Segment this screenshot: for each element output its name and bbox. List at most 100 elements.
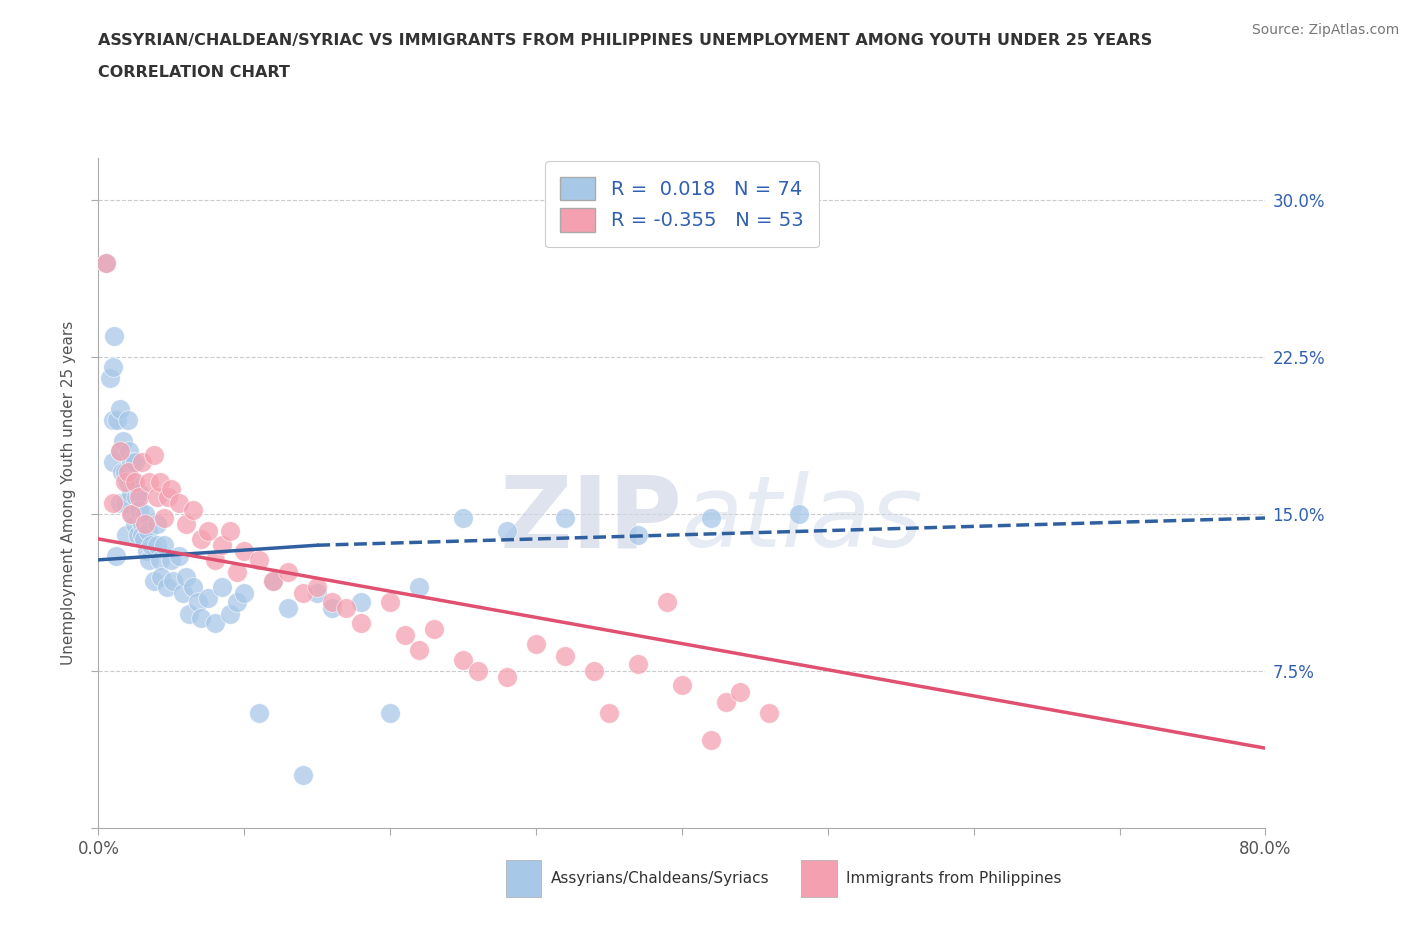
Point	[110, 444, 132, 458]
Point	[321, 594, 343, 609]
Point	[156, 579, 179, 594]
Point	[554, 511, 576, 525]
Point	[378, 705, 402, 720]
Point	[118, 444, 141, 458]
Point	[110, 496, 132, 511]
Point	[262, 573, 284, 589]
Point	[94, 256, 117, 271]
Point	[307, 586, 329, 601]
Point	[114, 475, 136, 490]
Point	[157, 489, 180, 504]
Point	[583, 663, 606, 678]
Point	[94, 256, 117, 271]
Point	[162, 573, 184, 589]
Point	[167, 496, 190, 511]
Point	[115, 527, 138, 542]
Point	[136, 523, 159, 538]
Point	[142, 573, 165, 589]
Point	[190, 611, 212, 626]
Point	[197, 523, 219, 538]
Point	[101, 454, 124, 469]
Point	[451, 653, 474, 668]
Text: Assyrians/Chaldeans/Syriacs: Assyrians/Chaldeans/Syriacs	[551, 871, 769, 886]
Point	[226, 594, 249, 609]
Point	[120, 454, 142, 469]
Point	[671, 678, 693, 693]
Text: ZIP: ZIP	[499, 472, 682, 568]
Point	[204, 616, 226, 631]
Point	[124, 454, 146, 469]
Point	[177, 607, 200, 622]
Point	[657, 594, 679, 609]
Point	[233, 586, 256, 601]
Point	[149, 475, 172, 490]
Point	[120, 485, 142, 500]
Point	[153, 511, 176, 525]
Point	[122, 475, 145, 490]
Point	[291, 768, 314, 783]
Point	[321, 601, 343, 616]
Point	[121, 506, 143, 521]
Point	[598, 705, 620, 720]
Point	[467, 663, 489, 678]
Point	[117, 412, 139, 427]
Legend: R =  0.018   N = 74, R = -0.355   N = 53: R = 0.018 N = 74, R = -0.355 N = 53	[544, 161, 820, 247]
Point	[138, 552, 160, 567]
Point	[181, 579, 204, 594]
Point	[335, 601, 357, 616]
Point	[112, 433, 135, 448]
Point	[128, 489, 150, 504]
Point	[111, 465, 134, 480]
Point	[128, 485, 150, 500]
Text: CORRELATION CHART: CORRELATION CHART	[98, 65, 290, 80]
Point	[554, 649, 576, 664]
Point	[160, 552, 183, 567]
Text: atlas: atlas	[682, 472, 924, 568]
Point	[105, 412, 128, 427]
Point	[139, 538, 162, 552]
Point	[167, 548, 190, 563]
Point	[110, 402, 132, 417]
Point	[150, 569, 173, 584]
Point	[700, 733, 723, 748]
Point	[103, 328, 125, 343]
Point	[350, 594, 373, 609]
Point	[233, 544, 256, 559]
Point	[135, 544, 157, 559]
Point	[291, 586, 314, 601]
Point	[125, 489, 148, 504]
Point	[134, 517, 156, 532]
Point	[138, 475, 160, 490]
Point	[495, 670, 517, 684]
Point	[627, 657, 650, 671]
Text: ASSYRIAN/CHALDEAN/SYRIAC VS IMMIGRANTS FROM PHILIPPINES UNEMPLOYMENT AMONG YOUTH: ASSYRIAN/CHALDEAN/SYRIAC VS IMMIGRANTS F…	[98, 33, 1153, 47]
Point	[226, 565, 249, 580]
Text: Source: ZipAtlas.com: Source: ZipAtlas.com	[1251, 23, 1399, 37]
Point	[408, 579, 430, 594]
Point	[132, 531, 155, 546]
Point	[134, 506, 156, 521]
Point	[117, 475, 139, 490]
Point	[211, 579, 233, 594]
Point	[408, 643, 430, 658]
Point	[378, 594, 402, 609]
Point	[181, 502, 204, 517]
Point	[211, 538, 233, 552]
Point	[142, 448, 165, 463]
Point	[104, 548, 127, 563]
Point	[524, 636, 547, 651]
Point	[131, 454, 153, 469]
Point	[110, 444, 132, 458]
Point	[127, 527, 149, 542]
Point	[714, 695, 737, 710]
Point	[495, 523, 517, 538]
Point	[204, 552, 226, 567]
Point	[98, 370, 121, 385]
Point	[149, 552, 172, 567]
Point	[124, 475, 146, 490]
Point	[451, 511, 474, 525]
Y-axis label: Unemployment Among Youth under 25 years: Unemployment Among Youth under 25 years	[60, 321, 76, 665]
Point	[146, 538, 169, 552]
Point	[700, 511, 723, 525]
Point	[160, 482, 183, 497]
